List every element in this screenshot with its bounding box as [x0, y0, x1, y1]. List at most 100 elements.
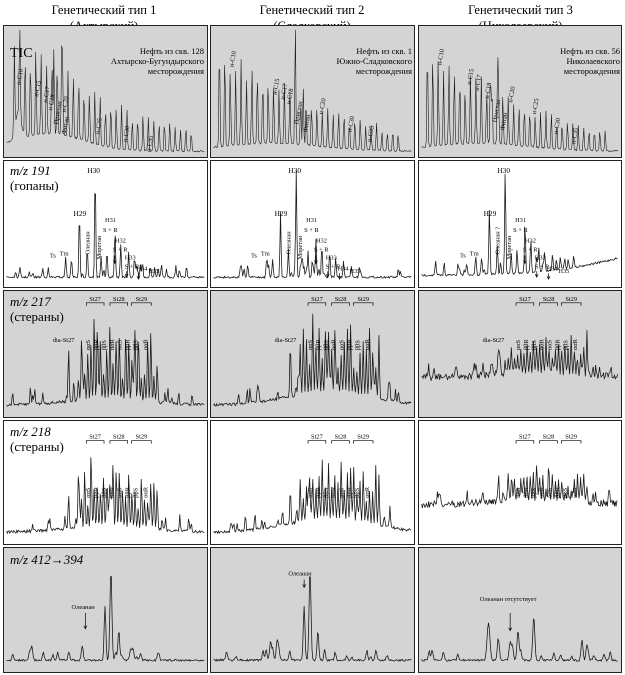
peak-label: ββR [93, 486, 100, 497]
arrow-head [113, 260, 117, 265]
peak-label: St29 [136, 434, 148, 441]
bracket [85, 302, 105, 306]
chromatogram-trace [6, 457, 205, 535]
peak-label: н-C15 [33, 80, 43, 97]
peak-label: ββR [125, 339, 132, 350]
arrow-head [136, 276, 141, 280]
peak-label: Пристан [53, 100, 64, 125]
peak-label: H33 [326, 254, 337, 261]
tic-note-2: Нефть из скв. 1 Южно-Сладковского местор… [308, 46, 412, 76]
tic-note-1: Нефть из скв. 128 Ахтырско-Бугундырского… [100, 46, 204, 76]
peak-label: ββR [125, 486, 132, 497]
panel-m191-col2: H30 H29 Ts Tm H31 S + R H32 S + R H33 S + R H34 H35… [210, 160, 415, 288]
peak-label: dia-St27 [53, 337, 75, 344]
peak-label: ααR [539, 486, 546, 498]
peak-label: ααS [339, 339, 346, 350]
peak-label: ααS [117, 339, 124, 350]
peak-label: H29 [275, 209, 288, 218]
panel-m217-col1: St27 St28 St29 dia-St27 ααS ββR ββS ααR ααS ββR ββ… [3, 290, 208, 418]
peak-label: St29 [357, 296, 369, 303]
peak-label: ββR [346, 486, 353, 497]
peak-label: St29 [136, 296, 148, 303]
peak-label: Олеанан отсутствует [480, 596, 537, 603]
peak-label: ααS [85, 487, 92, 498]
peak-label: ααS [117, 487, 124, 498]
peak-label: St29 [565, 296, 577, 303]
panel-m412-col1: Олеанан [3, 547, 208, 673]
peak-label: ββS [531, 340, 538, 350]
peak-label: S + R [103, 227, 118, 234]
peak-label: н-C10 [436, 49, 446, 66]
chromatogram-trace [6, 319, 205, 407]
chromatogram-trace [213, 459, 412, 535]
peak-label: H35 [148, 268, 159, 275]
arrow-head [83, 625, 88, 630]
peak-label: Моретан [96, 235, 103, 259]
peak-label: ααS [547, 339, 554, 350]
peak-label: St28 [335, 296, 347, 303]
peak-label: S + R [314, 247, 329, 254]
peak-label: St27 [311, 434, 323, 441]
bracket [85, 440, 105, 444]
bracket [131, 440, 152, 444]
panel-m218-col1: St27 St28 St29 ααS ββR ββS ααR ααS ββR ββS ααR [3, 420, 208, 545]
peak-label: H32 [525, 238, 536, 245]
peak-label: н-C35 [570, 127, 580, 144]
bracket [131, 302, 152, 306]
row-label-main: m/z 191 [10, 163, 51, 178]
peak-label: н-C18 [484, 82, 494, 99]
peak-label: Tm [261, 251, 270, 258]
arrow-head [124, 274, 129, 278]
peak-label: н-C25 [531, 98, 541, 115]
panel-m217-col2: St27 St28 St29 dia-St27 ααS ββR ββS ααR ααS ββR ββ… [210, 290, 415, 418]
row-label-218: m/z 218 (стераны) [10, 424, 64, 454]
bracket [331, 440, 350, 444]
peak-label: ββS [323, 340, 330, 350]
peak-label: ββR [523, 486, 530, 497]
peak-label: ββS [531, 487, 538, 497]
arrow-head [325, 274, 330, 278]
chromatogram: Олеанан отсутствует [421, 596, 618, 663]
column-title: Генетический тип 3 [468, 3, 573, 17]
row-label-main: m/z 218 [10, 424, 51, 439]
row-label-sub: (гопаны) [10, 178, 59, 193]
peak-label: н-C18 [47, 94, 57, 111]
peak-label: ββR [93, 339, 100, 350]
row-label-412: m/z 412→394 [10, 552, 83, 567]
peak-label: ααR [364, 338, 371, 350]
peak-label: H30 [87, 166, 100, 175]
peak-label: H31 [306, 217, 317, 224]
chromatogram-trace [6, 576, 205, 662]
peak-label: ββR [315, 339, 322, 350]
panel-m412-col3: Олеанан отсутствует [418, 547, 622, 673]
peak-label: ααS [546, 487, 553, 498]
row-label-217: m/z 217 (стераны) [10, 294, 64, 324]
tic-note-3: Нефть из скв. 56 Николаевского месторожд… [516, 46, 620, 76]
bracket [353, 302, 374, 306]
peak-label: H32 [115, 238, 126, 245]
peak-label: Олеанан [84, 231, 91, 255]
peak-label: ααR [572, 486, 579, 498]
peak-label: dia-St27 [483, 337, 505, 344]
panel-m191-col3: H30 H29 Ts Tm H31 S + R H32 S + R H33 S + R H34 H35… [418, 160, 622, 288]
peak-label: н-C30 [346, 116, 356, 133]
peak-label: ββS [101, 340, 108, 350]
peak-label: н-C17 [280, 82, 290, 100]
peak-label: Tm [470, 251, 479, 258]
peak-label: н-C20 [318, 98, 328, 115]
peak-label: н-C17 [474, 73, 484, 91]
peak-label: ββR [315, 486, 322, 497]
bracket [539, 440, 558, 444]
chromatogram-trace [213, 576, 412, 663]
row-label-191: m/z 191 (гопаны) [10, 163, 59, 193]
chromatogram-trace [421, 618, 618, 663]
bracket [515, 440, 535, 444]
peak-label: St28 [543, 434, 555, 441]
peak-label: H35 [349, 268, 360, 275]
peak-label: S + R [113, 247, 128, 254]
